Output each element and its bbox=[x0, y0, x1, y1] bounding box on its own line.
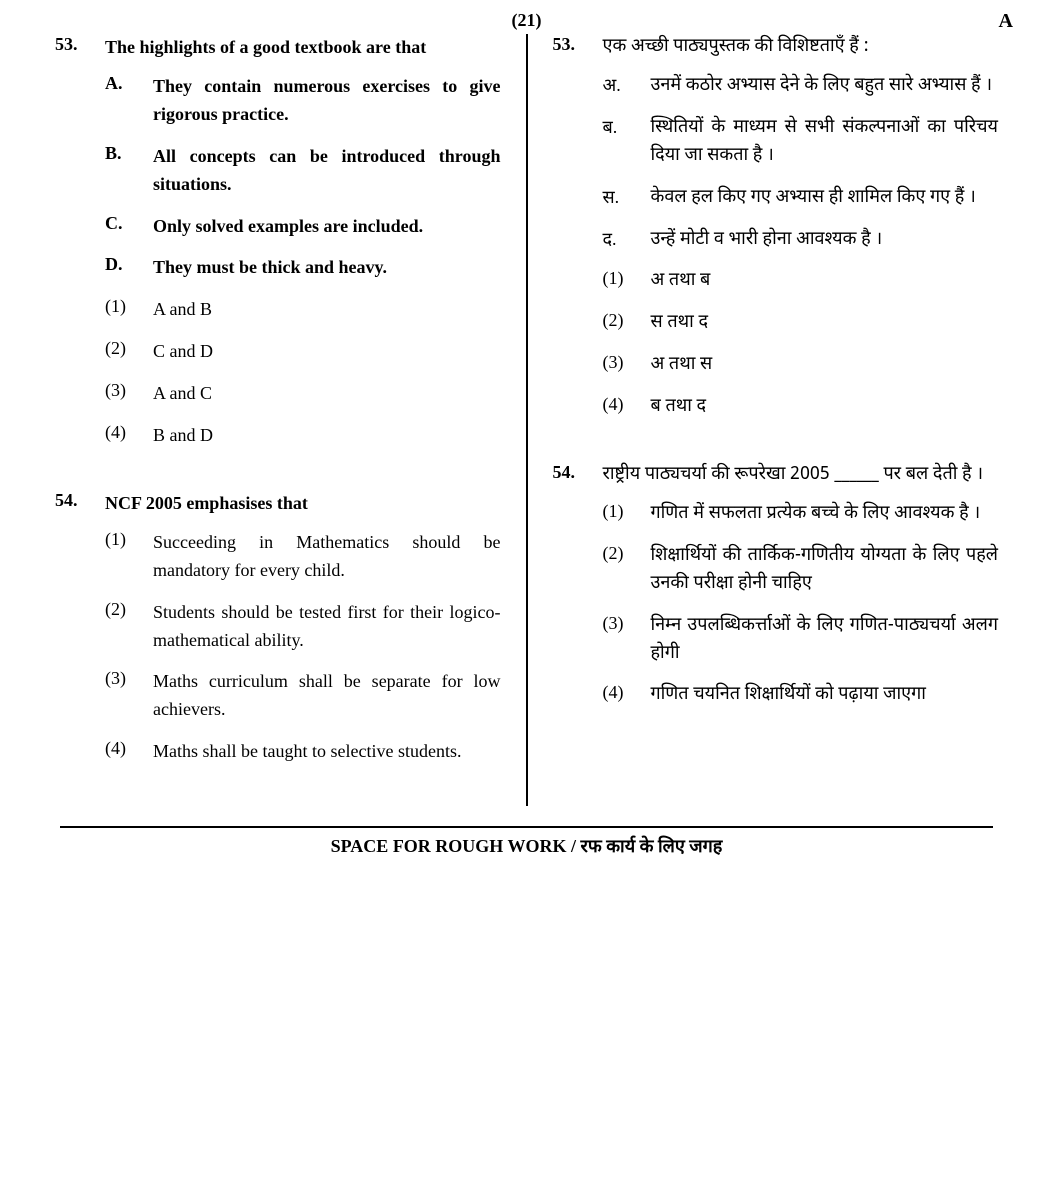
question-number: 53. bbox=[55, 34, 105, 55]
option-label: (1) bbox=[603, 268, 651, 289]
option-text: स तथा द bbox=[651, 310, 999, 338]
option-text: अ तथा स bbox=[651, 352, 999, 380]
option-2: (2) शिक्षार्थियों की तार्किक-गणितीय योग्… bbox=[603, 543, 999, 599]
question-text: The highlights of a good textbook are th… bbox=[105, 34, 501, 61]
option-text: ब तथा द bbox=[651, 394, 999, 422]
statement-D: D. They must be thick and heavy. bbox=[105, 254, 501, 282]
option-label: (3) bbox=[105, 668, 153, 689]
option-text: Succeeding in Mathematics should be mand… bbox=[153, 529, 501, 585]
option-text: गणित चयनित शिक्षार्थियों को पढ़ाया जाएगा bbox=[651, 682, 999, 710]
option-3: (3) निम्न उपलब्धिकर्त्ताओं के लिए गणित-प… bbox=[603, 613, 999, 669]
statement-label: C. bbox=[105, 213, 153, 234]
question-number: 54. bbox=[55, 490, 105, 511]
question-stem: 54. NCF 2005 emphasises that bbox=[55, 490, 501, 517]
option-label: (4) bbox=[105, 738, 153, 759]
exam-page: (21) A 53. The highlights of a good text… bbox=[0, 0, 1053, 908]
option-label: (1) bbox=[105, 296, 153, 317]
option-2: (2) Students should be tested first for … bbox=[105, 599, 501, 655]
option-3: (3) A and C bbox=[105, 380, 501, 408]
statement-D: द. उन्हें मोटी व भारी होना आवश्यक है । bbox=[603, 227, 999, 255]
statement-label: B. bbox=[105, 143, 153, 164]
option-label: (2) bbox=[603, 543, 651, 564]
option-text: Maths shall be taught to selective stude… bbox=[153, 738, 501, 766]
option-label: (1) bbox=[603, 501, 651, 522]
series-letter: A bbox=[999, 10, 1013, 33]
option-3: (3) Maths curriculum shall be separate f… bbox=[105, 668, 501, 724]
rough-work-label: SPACE FOR ROUGH WORK / रफ कार्य के लिए ज… bbox=[40, 834, 1013, 858]
option-2: (2) C and D bbox=[105, 338, 501, 366]
question-number: 54. bbox=[553, 462, 603, 483]
statement-text: स्थितियों के माध्यम से सभी संकल्पनाओं का… bbox=[651, 115, 999, 171]
question-53-hi: 53. एक अच्छी पाठ्यपुस्तक की विशिष्टताएँ … bbox=[553, 34, 999, 422]
question-text: राष्ट्रीय पाठ्यचर्या की रूपरेखा 2005 ___… bbox=[603, 462, 999, 489]
statement-label: D. bbox=[105, 254, 153, 275]
question-53-en: 53. The highlights of a good textbook ar… bbox=[55, 34, 501, 450]
question-stem: 53. The highlights of a good textbook ar… bbox=[55, 34, 501, 61]
option-label: (4) bbox=[105, 422, 153, 443]
option-2: (2) स तथा द bbox=[603, 310, 999, 338]
option-label: (2) bbox=[105, 599, 153, 620]
statement-C: C. Only solved examples are included. bbox=[105, 213, 501, 241]
option-text: B and D bbox=[153, 422, 501, 450]
option-label: (1) bbox=[105, 529, 153, 550]
question-stem: 53. एक अच्छी पाठ्यपुस्तक की विशिष्टताएँ … bbox=[553, 34, 999, 61]
option-text: A and C bbox=[153, 380, 501, 408]
option-label: (3) bbox=[105, 380, 153, 401]
option-1: (1) गणित में सफलता प्रत्येक बच्चे के लिए… bbox=[603, 501, 999, 529]
option-text: A and B bbox=[153, 296, 501, 324]
question-stem: 54. राष्ट्रीय पाठ्यचर्या की रूपरेखा 2005… bbox=[553, 462, 999, 489]
statement-text: उन्हें मोटी व भारी होना आवश्यक है । bbox=[651, 227, 999, 255]
statement-A: A. They contain numerous exercises to gi… bbox=[105, 73, 501, 129]
option-label: (4) bbox=[603, 682, 651, 703]
statement-text: They must be thick and heavy. bbox=[153, 254, 501, 282]
statement-text: They contain numerous exercises to give … bbox=[153, 73, 501, 129]
option-label: (2) bbox=[105, 338, 153, 359]
option-4: (4) ब तथा द bbox=[603, 394, 999, 422]
statement-text: उनमें कठोर अभ्यास देने के लिए बहुत सारे … bbox=[651, 73, 999, 101]
statement-text: Only solved examples are included. bbox=[153, 213, 501, 241]
option-text: निम्न उपलब्धिकर्त्ताओं के लिए गणित-पाठ्य… bbox=[651, 613, 999, 669]
option-1: (1) Succeeding in Mathematics should be … bbox=[105, 529, 501, 585]
statement-label: ब. bbox=[603, 115, 651, 139]
option-1: (1) अ तथा ब bbox=[603, 268, 999, 296]
option-4: (4) B and D bbox=[105, 422, 501, 450]
statement-B: B. All concepts can be introduced throug… bbox=[105, 143, 501, 199]
option-label: (2) bbox=[603, 310, 651, 331]
option-1: (1) A and B bbox=[105, 296, 501, 324]
statement-C: स. केवल हल किए गए अभ्यास ही शामिल किए गए… bbox=[603, 185, 999, 213]
option-text: शिक्षार्थियों की तार्किक-गणितीय योग्यता … bbox=[651, 543, 999, 599]
statement-B: ब. स्थितियों के माध्यम से सभी संकल्पनाओं… bbox=[603, 115, 999, 171]
option-text: गणित में सफलता प्रत्येक बच्चे के लिए आवश… bbox=[651, 501, 999, 529]
option-label: (4) bbox=[603, 394, 651, 415]
page-number: (21) bbox=[512, 10, 542, 31]
statement-text: केवल हल किए गए अभ्यास ही शामिल किए गए है… bbox=[651, 185, 999, 213]
question-text: NCF 2005 emphasises that bbox=[105, 490, 501, 517]
option-text: Students should be tested first for thei… bbox=[153, 599, 501, 655]
option-4: (4) गणित चयनित शिक्षार्थियों को पढ़ाया ज… bbox=[603, 682, 999, 710]
option-text: अ तथा ब bbox=[651, 268, 999, 296]
statement-A: अ. उनमें कठोर अभ्यास देने के लिए बहुत सा… bbox=[603, 73, 999, 101]
option-label: (3) bbox=[603, 613, 651, 634]
statement-text: All concepts can be introduced through s… bbox=[153, 143, 501, 199]
question-text: एक अच्छी पाठ्यपुस्तक की विशिष्टताएँ हैं … bbox=[603, 34, 999, 61]
statement-label: स. bbox=[603, 185, 651, 209]
option-3: (3) अ तथा स bbox=[603, 352, 999, 380]
question-number: 53. bbox=[553, 34, 603, 55]
statement-label: A. bbox=[105, 73, 153, 94]
statement-label: द. bbox=[603, 227, 651, 251]
statement-label: अ. bbox=[603, 73, 651, 97]
question-columns: 53. The highlights of a good textbook ar… bbox=[40, 34, 1013, 806]
question-54-en: 54. NCF 2005 emphasises that (1) Succeed… bbox=[55, 490, 501, 766]
option-text: C and D bbox=[153, 338, 501, 366]
question-54-hi: 54. राष्ट्रीय पाठ्यचर्या की रूपरेखा 2005… bbox=[553, 462, 999, 710]
hindi-column: 53. एक अच्छी पाठ्यपुस्तक की विशिष्टताएँ … bbox=[528, 34, 1014, 806]
option-label: (3) bbox=[603, 352, 651, 373]
option-4: (4) Maths shall be taught to selective s… bbox=[105, 738, 501, 766]
option-text: Maths curriculum shall be separate for l… bbox=[153, 668, 501, 724]
footer-rule bbox=[60, 826, 993, 828]
english-column: 53. The highlights of a good textbook ar… bbox=[40, 34, 528, 806]
page-header: (21) A bbox=[40, 10, 1013, 34]
